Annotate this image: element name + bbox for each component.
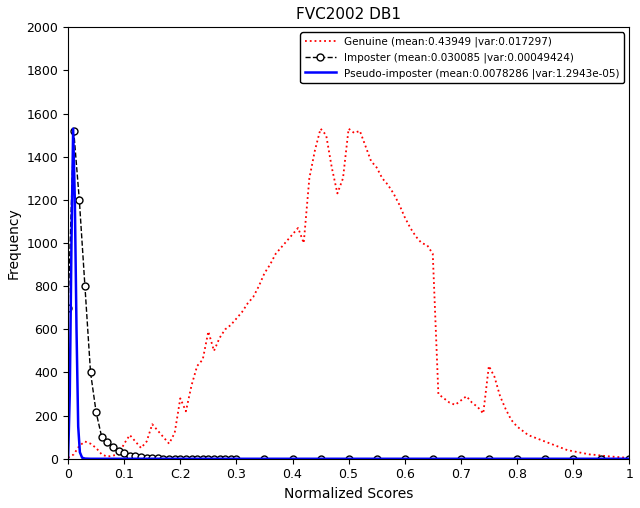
Imposter (mean:0.030085 |var:0.00049424) <box>289 456 296 462</box>
X-axis label: Normalized Scores: Normalized Scores <box>284 487 413 501</box>
Imposter (mean:0.030085 |var:0.00049424) <box>159 456 167 462</box>
Imposter (mean:0.030085 |var:0.00049424) <box>76 197 83 203</box>
Imposter (mean:0.030085 |var:0.00049424) <box>148 455 156 461</box>
Imposter (mean:0.030085 |var:0.00049424) <box>137 454 145 460</box>
Imposter (mean:0.030085 |var:0.00049424) <box>64 305 72 311</box>
Imposter (mean:0.030085 |var:0.00049424) <box>205 456 212 462</box>
Imposter (mean:0.030085 |var:0.00049424) <box>154 455 162 461</box>
Genuine (mean:0.43949 |var:0.017297) <box>328 165 335 171</box>
Genuine (mean:0.43949 |var:0.017297) <box>625 455 633 461</box>
Imposter (mean:0.030085 |var:0.00049424) <box>345 456 353 462</box>
Imposter (mean:0.030085 |var:0.00049424) <box>485 456 493 462</box>
Imposter (mean:0.030085 |var:0.00049424) <box>429 456 436 462</box>
Imposter (mean:0.030085 |var:0.00049424) <box>109 444 117 450</box>
Legend: Genuine (mean:0.43949 |var:0.017297), Imposter (mean:0.030085 |var:0.00049424), : Genuine (mean:0.43949 |var:0.017297), Im… <box>301 33 624 83</box>
Line: Genuine (mean:0.43949 |var:0.017297): Genuine (mean:0.43949 |var:0.017297) <box>68 129 629 458</box>
Genuine (mean:0.43949 |var:0.017297) <box>463 393 470 399</box>
Imposter (mean:0.030085 |var:0.00049424) <box>216 456 223 462</box>
Imposter (mean:0.030085 |var:0.00049424) <box>188 456 195 462</box>
Line: Imposter (mean:0.030085 |var:0.00049424): Imposter (mean:0.030085 |var:0.00049424) <box>65 128 632 462</box>
Imposter (mean:0.030085 |var:0.00049424) <box>625 456 633 462</box>
Pseudo-imposter (mean:0.0078286 |var:1.2943e-05) <box>78 455 86 461</box>
Imposter (mean:0.030085 |var:0.00049424) <box>193 456 201 462</box>
Pseudo-imposter (mean:0.0078286 |var:1.2943e-05) <box>81 456 89 462</box>
Imposter (mean:0.030085 |var:0.00049424) <box>126 453 134 459</box>
Imposter (mean:0.030085 |var:0.00049424) <box>373 456 381 462</box>
Imposter (mean:0.030085 |var:0.00049424) <box>221 456 229 462</box>
Pseudo-imposter (mean:0.0078286 |var:1.2943e-05) <box>66 391 74 397</box>
Genuine (mean:0.43949 |var:0.017297) <box>491 374 499 380</box>
Imposter (mean:0.030085 |var:0.00049424) <box>597 456 605 462</box>
Pseudo-imposter (mean:0.0078286 |var:1.2943e-05) <box>120 456 128 462</box>
Genuine (mean:0.43949 |var:0.017297) <box>317 125 324 132</box>
Pseudo-imposter (mean:0.0078286 |var:1.2943e-05) <box>92 456 100 462</box>
Imposter (mean:0.030085 |var:0.00049424) <box>171 456 179 462</box>
Pseudo-imposter (mean:0.0078286 |var:1.2943e-05) <box>73 326 81 332</box>
Imposter (mean:0.030085 |var:0.00049424) <box>165 456 173 462</box>
Genuine (mean:0.43949 |var:0.017297) <box>64 455 72 461</box>
Imposter (mean:0.030085 |var:0.00049424) <box>227 456 235 462</box>
Imposter (mean:0.030085 |var:0.00049424) <box>98 434 106 440</box>
Imposter (mean:0.030085 |var:0.00049424) <box>541 456 549 462</box>
Title: FVC2002 DB1: FVC2002 DB1 <box>296 7 401 22</box>
Pseudo-imposter (mean:0.0078286 |var:1.2943e-05) <box>71 197 79 203</box>
Pseudo-imposter (mean:0.0078286 |var:1.2943e-05) <box>76 449 84 455</box>
Imposter (mean:0.030085 |var:0.00049424) <box>457 456 465 462</box>
Imposter (mean:0.030085 |var:0.00049424) <box>104 438 111 444</box>
Imposter (mean:0.030085 |var:0.00049424) <box>177 456 184 462</box>
Imposter (mean:0.030085 |var:0.00049424) <box>86 369 94 375</box>
Imposter (mean:0.030085 |var:0.00049424) <box>317 456 324 462</box>
Imposter (mean:0.030085 |var:0.00049424) <box>569 456 577 462</box>
Imposter (mean:0.030085 |var:0.00049424) <box>232 456 240 462</box>
Pseudo-imposter (mean:0.0078286 |var:1.2943e-05) <box>86 456 94 462</box>
Imposter (mean:0.030085 |var:0.00049424) <box>92 409 100 416</box>
Imposter (mean:0.030085 |var:0.00049424) <box>81 283 89 289</box>
Imposter (mean:0.030085 |var:0.00049424) <box>115 448 122 454</box>
Imposter (mean:0.030085 |var:0.00049424) <box>513 456 521 462</box>
Imposter (mean:0.030085 |var:0.00049424) <box>401 456 408 462</box>
Pseudo-imposter (mean:0.0078286 |var:1.2943e-05) <box>625 456 633 462</box>
Imposter (mean:0.030085 |var:0.00049424) <box>210 456 218 462</box>
Imposter (mean:0.030085 |var:0.00049424) <box>132 453 140 459</box>
Genuine (mean:0.43949 |var:0.017297) <box>205 329 212 335</box>
Genuine (mean:0.43949 |var:0.017297) <box>406 225 414 231</box>
Genuine (mean:0.43949 |var:0.017297) <box>104 454 111 460</box>
Imposter (mean:0.030085 |var:0.00049424) <box>120 450 128 456</box>
Y-axis label: Frequency: Frequency <box>7 207 21 279</box>
Imposter (mean:0.030085 |var:0.00049424) <box>70 128 77 134</box>
Imposter (mean:0.030085 |var:0.00049424) <box>260 456 268 462</box>
Pseudo-imposter (mean:0.0078286 |var:1.2943e-05) <box>69 125 77 132</box>
Imposter (mean:0.030085 |var:0.00049424) <box>199 456 207 462</box>
Line: Pseudo-imposter (mean:0.0078286 |var:1.2943e-05): Pseudo-imposter (mean:0.0078286 |var:1.2… <box>68 129 629 459</box>
Imposter (mean:0.030085 |var:0.00049424) <box>143 455 150 461</box>
Imposter (mean:0.030085 |var:0.00049424) <box>182 456 189 462</box>
Pseudo-imposter (mean:0.0078286 |var:1.2943e-05) <box>68 240 76 246</box>
Pseudo-imposter (mean:0.0078286 |var:1.2943e-05) <box>74 423 82 429</box>
Pseudo-imposter (mean:0.0078286 |var:1.2943e-05) <box>64 456 72 462</box>
